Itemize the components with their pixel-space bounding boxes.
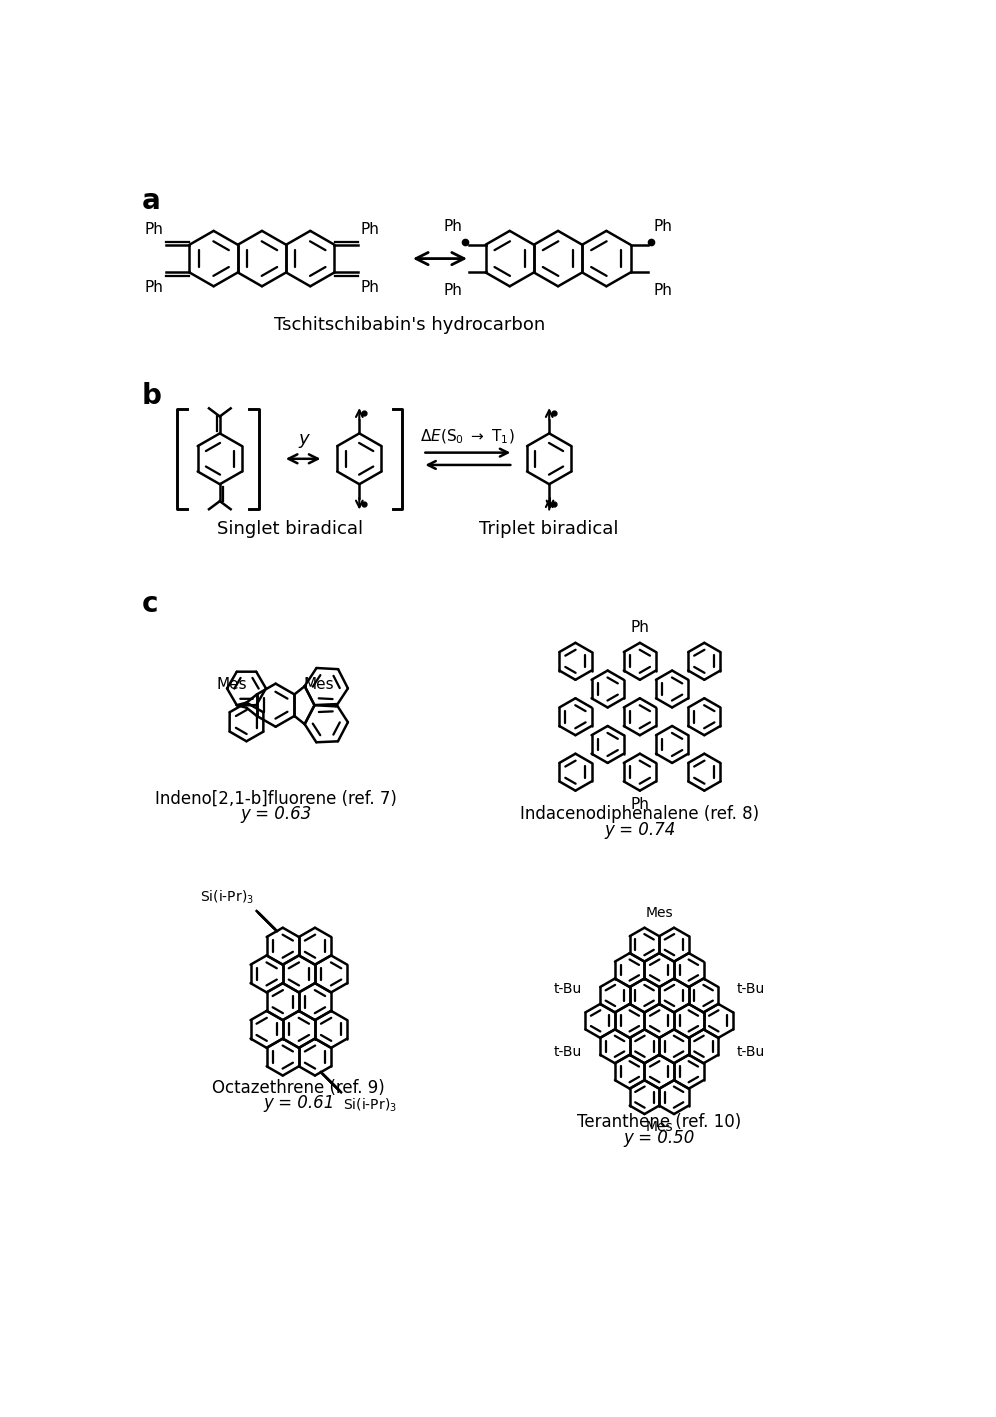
Text: a: a bbox=[141, 187, 160, 215]
Text: Ph: Ph bbox=[361, 222, 379, 237]
Text: Si(i-Pr)$_3$: Si(i-Pr)$_3$ bbox=[344, 1097, 397, 1114]
Text: Triplet biradical: Triplet biradical bbox=[479, 520, 619, 538]
Text: t-Bu: t-Bu bbox=[554, 1046, 582, 1060]
Text: y: y bbox=[298, 429, 309, 448]
Text: Singlet biradical: Singlet biradical bbox=[216, 520, 363, 538]
Text: Ph: Ph bbox=[443, 220, 462, 234]
Text: c: c bbox=[141, 589, 158, 618]
Text: Ph: Ph bbox=[630, 796, 649, 812]
Text: t-Bu: t-Bu bbox=[737, 982, 765, 996]
Text: Tschitschibabin's hydrocarbon: Tschitschibabin's hydrocarbon bbox=[274, 316, 546, 334]
Text: Indacenodiphenalene (ref. 8): Indacenodiphenalene (ref. 8) bbox=[520, 805, 759, 823]
Text: $\Delta E$(S$_0$ $\rightarrow$ T$_1$): $\Delta E$(S$_0$ $\rightarrow$ T$_1$) bbox=[420, 428, 515, 446]
Text: Ph: Ph bbox=[144, 222, 163, 237]
Text: Ph: Ph bbox=[144, 281, 163, 295]
Text: Mes: Mes bbox=[645, 1121, 673, 1134]
Text: Ph: Ph bbox=[361, 281, 379, 295]
Text: t-Bu: t-Bu bbox=[554, 982, 582, 996]
Text: Si(i-Pr)$_3$: Si(i-Pr)$_3$ bbox=[200, 888, 254, 907]
Text: Octazethrene (ref. 9): Octazethrene (ref. 9) bbox=[212, 1078, 385, 1097]
Text: y = 0.74: y = 0.74 bbox=[605, 820, 675, 839]
Text: Mes: Mes bbox=[217, 677, 247, 693]
Text: Ph: Ph bbox=[653, 283, 672, 298]
Text: Indeno[2,1-b]fluorene (ref. 7): Indeno[2,1-b]fluorene (ref. 7) bbox=[154, 789, 396, 808]
Text: Ph: Ph bbox=[630, 621, 649, 635]
Text: Teranthene (ref. 10): Teranthene (ref. 10) bbox=[577, 1114, 741, 1131]
Text: b: b bbox=[141, 381, 161, 410]
Text: Mes: Mes bbox=[304, 677, 335, 693]
Text: Ph: Ph bbox=[653, 220, 672, 234]
Text: Mes: Mes bbox=[645, 905, 673, 920]
Text: y = 0.61: y = 0.61 bbox=[263, 1094, 335, 1112]
Text: t-Bu: t-Bu bbox=[737, 1046, 765, 1060]
Text: Ph: Ph bbox=[443, 283, 462, 298]
Text: y = 0.50: y = 0.50 bbox=[623, 1129, 695, 1146]
Text: y = 0.63: y = 0.63 bbox=[240, 805, 312, 823]
